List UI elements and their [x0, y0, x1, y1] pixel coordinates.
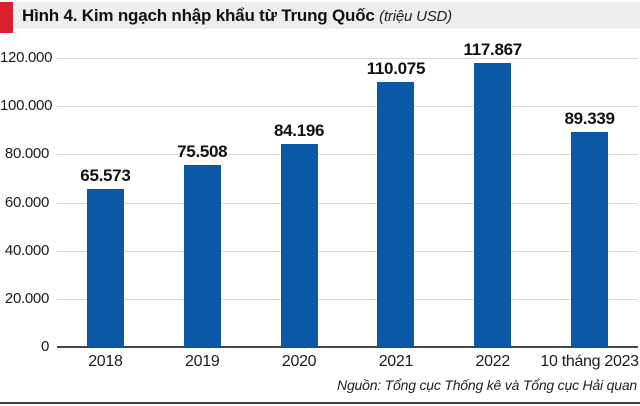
red-accent-block — [0, 2, 13, 33]
y-tick-label: 120.000 — [0, 49, 53, 66]
x-axis-line — [57, 346, 638, 348]
bottom-divider — [0, 402, 640, 404]
bar-value-label: 75.508 — [177, 142, 228, 162]
y-tick-label: 0 — [40, 338, 49, 355]
x-tick-label: 10 tháng 2023 — [540, 353, 639, 370]
y-tick-label: 60.000 — [4, 193, 49, 211]
figure-title: Hình 4. Kim ngạch nhập khẩu từ Trung Quố… — [22, 2, 452, 29]
gridline — [57, 58, 638, 59]
gridline — [57, 298, 638, 300]
bar — [377, 81, 415, 347]
gridline — [57, 202, 638, 204]
source-note: Nguồn: Tổng cục Thống kê và Tổng cục Hải… — [337, 377, 637, 393]
bar — [183, 165, 221, 347]
y-tick-label: 20.000 — [4, 289, 49, 307]
bar — [86, 189, 124, 347]
gridline — [57, 250, 638, 252]
title-band — [0, 2, 640, 29]
y-tick-label: 100.000 — [0, 97, 53, 115]
x-tick-label: 2020 — [281, 353, 317, 370]
bar-value-label: 89.339 — [564, 108, 615, 128]
x-tick-label: 2022 — [475, 353, 511, 370]
bar — [571, 131, 609, 347]
bar-value-label: 84.196 — [273, 121, 325, 141]
bar-value-label: 117.867 — [463, 40, 523, 60]
bar — [474, 63, 512, 347]
gridline — [57, 154, 638, 156]
figure-title-unit: (triệu USD) — [379, 8, 452, 25]
x-tick-label: 2019 — [185, 353, 220, 370]
x-tick-label: 2021 — [378, 353, 414, 370]
bar-value-label: 65.573 — [80, 166, 131, 186]
y-tick-label: 80.000 — [4, 145, 49, 163]
figure-title-main: Hình 4. Kim ngạch nhập khẩu từ Trung Quố… — [22, 6, 375, 25]
x-tick-label: 2018 — [88, 353, 123, 370]
bar-value-label: 110.075 — [366, 58, 426, 78]
gridline — [57, 106, 638, 108]
y-tick-label: 40.000 — [4, 241, 49, 259]
bar — [280, 144, 318, 347]
